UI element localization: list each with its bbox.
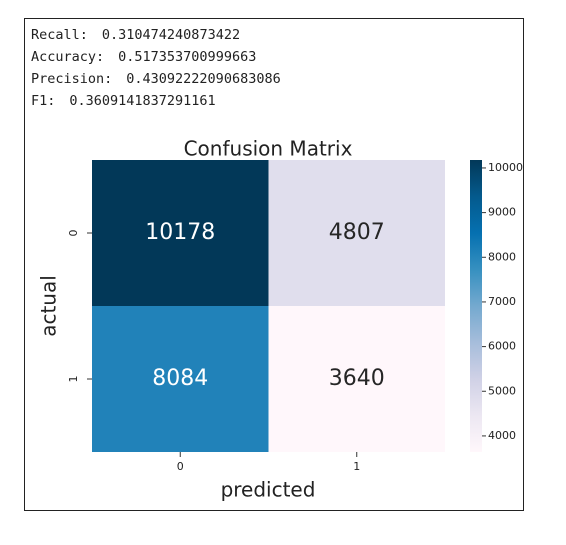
cell-label: 3640: [329, 366, 385, 391]
metric-value: 0.310474240873422: [102, 27, 240, 43]
y-axis-label: actual: [37, 275, 61, 337]
heatmap-cell: [268, 160, 445, 306]
colorbar-tick-label: 10000: [488, 161, 523, 174]
x-tick-label: 1: [353, 460, 360, 473]
colorbar-tick-label: 8000: [488, 250, 516, 263]
metric-value: 0.517353700999663: [118, 49, 256, 65]
heatmap-cell: [92, 160, 269, 306]
colorbar-tick-label: 9000: [488, 206, 516, 219]
x-tick-label: 0: [177, 460, 184, 473]
colorbar-tick-label: 7000: [488, 295, 516, 308]
chart-title: Confusion Matrix: [184, 137, 353, 161]
metric-value: 0.43092222090683086: [126, 71, 280, 87]
colorbar-tick-label: 4000: [488, 429, 516, 442]
colorbar-tick-label: 6000: [488, 340, 516, 353]
heatmap-cell: [268, 306, 445, 452]
cell-label: 8084: [152, 366, 208, 391]
x-axis-label: predicted: [221, 478, 316, 502]
metric-label: Recall:: [31, 27, 88, 43]
metric-line: Accuracy: 0.517353700999663: [31, 49, 256, 65]
metric-label: F1:: [31, 93, 55, 109]
y-tick-label: 1: [67, 376, 80, 383]
cell-label: 4807: [329, 220, 385, 245]
heatmap-cell: [92, 306, 269, 452]
cell-label: 10178: [145, 220, 215, 245]
metric-line: Precision: 0.43092222090683086: [31, 71, 281, 87]
metric-line: F1: 0.3609141837291161: [31, 93, 216, 109]
y-tick-label: 0: [67, 230, 80, 237]
metric-label: Accuracy:: [31, 49, 104, 65]
metric-line: Recall: 0.310474240873422: [31, 27, 240, 43]
metric-value: 0.3609141837291161: [69, 93, 215, 109]
colorbar: [470, 160, 482, 452]
metric-label: Precision:: [31, 71, 112, 87]
colorbar-tick-label: 5000: [488, 384, 516, 397]
